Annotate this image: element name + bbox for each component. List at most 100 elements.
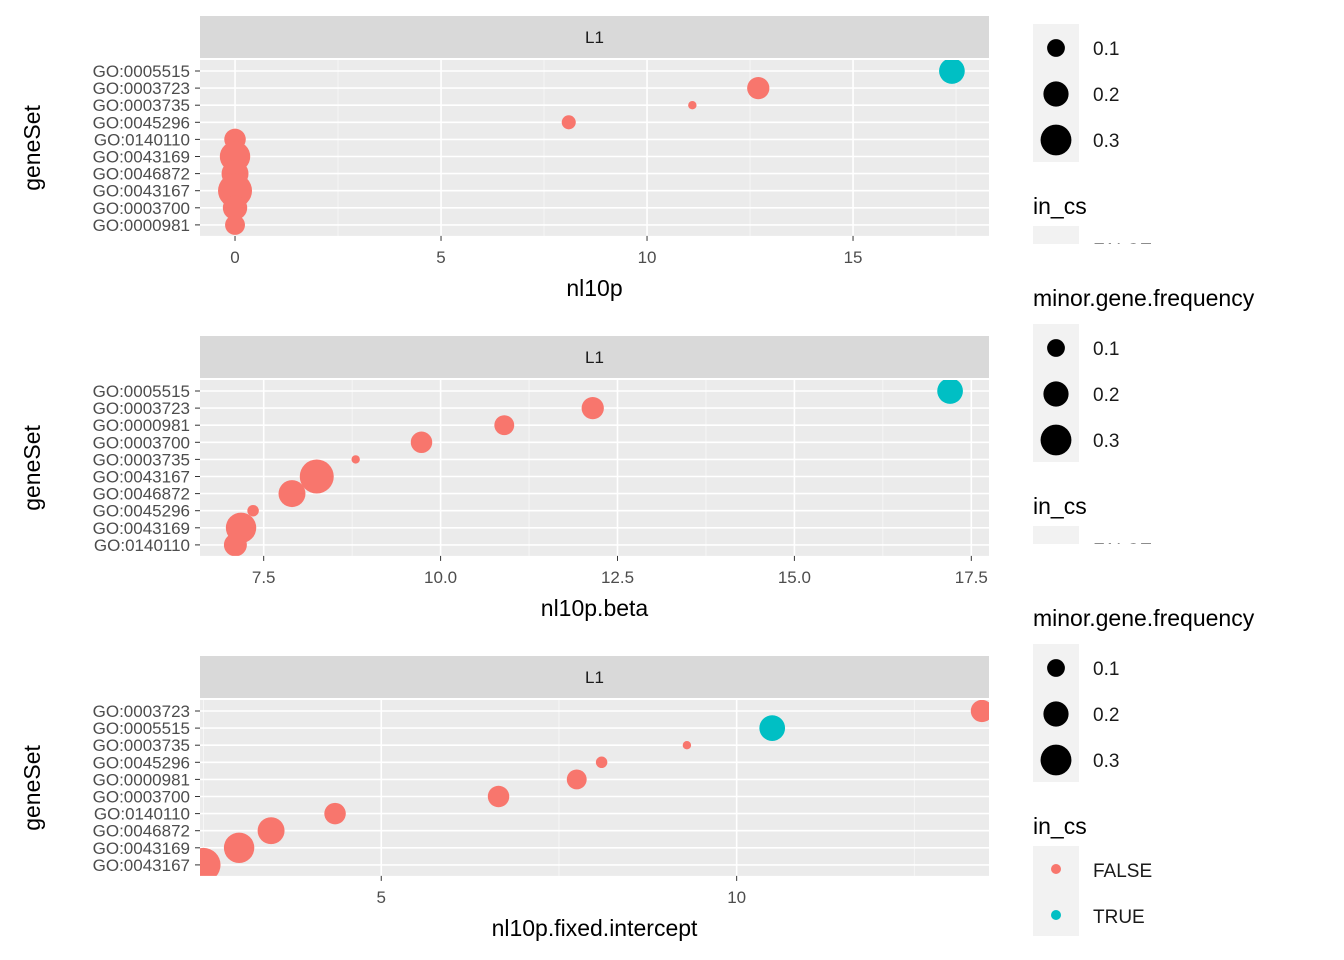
y-tick-label: GO:0003700 — [93, 433, 190, 452]
data-point — [223, 832, 255, 864]
y-axis-title: geneSet — [19, 745, 45, 831]
panel-background — [200, 60, 989, 236]
size-legend-point — [1047, 339, 1065, 357]
size-legend-point — [1040, 744, 1072, 776]
size-legend-title: minor.gene.frequency — [1033, 605, 1255, 631]
y-tick-label: GO:0043169 — [93, 839, 190, 858]
y-axis-title: geneSet — [19, 105, 45, 191]
y-tick-label: GO:0046872 — [93, 822, 190, 841]
x-tick-label: 5 — [377, 888, 386, 907]
color-legend-key — [1033, 526, 1079, 544]
x-tick-label: 10.0 — [424, 568, 457, 587]
y-tick-label: GO:0000981 — [93, 216, 190, 235]
facet-strip — [200, 336, 989, 378]
chart-2: L1GO:0005515GO:0003723GO:0000981GO:00037… — [19, 336, 989, 621]
size-legend-point — [1047, 659, 1065, 677]
x-tick-label: 5 — [436, 248, 445, 267]
facet-strip-label: L1 — [585, 28, 604, 47]
size-legend-point — [1043, 381, 1069, 407]
chart-1: L1 GO:0005515GO:0003723GO:0003735GO:00452… — [19, 16, 989, 301]
data-point — [487, 785, 510, 808]
color-legend-title: in_cs — [1033, 813, 1087, 839]
data-point — [581, 396, 604, 420]
size-legend-point — [1047, 39, 1065, 57]
data-point — [937, 380, 963, 404]
data-point — [200, 847, 221, 876]
y-tick-label: GO:0046872 — [93, 165, 190, 184]
color-legend-point — [1051, 544, 1061, 554]
y-tick-label: GO:0003700 — [93, 788, 190, 807]
color-legend-point — [1051, 864, 1061, 874]
legend-3: minor.gene.frequency 0.1 0.2 0.3 in_cs FALSE T… — [1033, 605, 1255, 936]
y-tick-label: GO:0003723 — [93, 702, 190, 721]
legend-2: minor.gene.frequency 0.1 0.2 0.3 in_cs FALSE — [1033, 285, 1255, 554]
y-tick-label: GO:0005515 — [93, 382, 190, 401]
points-layer — [200, 700, 989, 876]
size-legend-label: 0.2 — [1093, 705, 1119, 726]
facet-strip-label: L1 — [585, 668, 604, 687]
data-point — [566, 769, 587, 790]
x-tick-label: 15 — [844, 248, 863, 267]
data-point — [970, 700, 989, 723]
x-tick-label: 0 — [230, 248, 239, 267]
data-point — [223, 533, 247, 556]
facet-strip — [200, 656, 989, 698]
size-legend-title: minor.gene.frequency — [1033, 285, 1255, 311]
color-legend-keys: FALSE — [1033, 226, 1152, 254]
size-legend-point — [1043, 81, 1069, 107]
x-tick-label: 10 — [638, 248, 657, 267]
y-tick-label: GO:0140110 — [94, 805, 190, 824]
y-tick-label: GO:0043167 — [93, 468, 190, 487]
size-legend-label: 0.3 — [1093, 751, 1119, 772]
data-point — [595, 756, 608, 769]
points-layer — [223, 380, 963, 556]
data-point — [247, 504, 259, 517]
y-tick-label: GO:0005515 — [93, 719, 190, 738]
data-point — [351, 455, 360, 464]
y-tick-label: GO:0005515 — [93, 62, 190, 81]
size-legend-label: 0.3 — [1093, 431, 1119, 452]
data-point — [324, 802, 346, 825]
y-tick-label: GO:0003723 — [93, 79, 190, 98]
points-layer — [218, 60, 965, 235]
facet-strip — [200, 16, 989, 58]
size-legend-point — [1040, 124, 1072, 156]
size-legend-point — [1040, 424, 1072, 456]
data-point — [410, 431, 433, 454]
data-point — [222, 195, 248, 220]
y-tick-label: GO:0140110 — [94, 536, 190, 555]
y-tick-label: GO:0046872 — [93, 485, 190, 504]
color-legend-keys: FALSE TRUE — [1033, 846, 1152, 936]
data-point — [494, 415, 515, 436]
data-point — [759, 715, 786, 741]
data-point — [299, 459, 334, 494]
data-point — [278, 480, 306, 508]
legend-1: 0.1 0.2 0.3 in_cs FALSE — [1033, 24, 1152, 254]
y-tick-label: GO:0045296 — [93, 502, 190, 521]
color-legend-label: TRUE — [1093, 907, 1145, 928]
data-point — [682, 741, 692, 750]
size-legend-label: 0.1 — [1093, 659, 1119, 680]
data-point — [257, 817, 285, 845]
y-tick-label: GO:0043167 — [93, 856, 190, 875]
y-tick-label: GO:0043169 — [93, 148, 190, 167]
size-legend-label: 0.3 — [1093, 131, 1119, 152]
data-point — [939, 60, 965, 84]
y-tick-label: GO:0043167 — [93, 182, 190, 201]
color-legend-title: in_cs — [1033, 193, 1087, 219]
color-legend-point — [1051, 244, 1061, 254]
data-point — [225, 214, 245, 235]
y-tick-label: GO:0003735 — [93, 450, 190, 469]
size-legend-label: 0.2 — [1093, 85, 1119, 106]
x-tick-label: 7.5 — [252, 568, 276, 587]
size-legend-label: 0.1 — [1093, 39, 1119, 60]
y-tick-label: GO:0045296 — [93, 753, 190, 772]
chart-3: L1 GO:0003723GO:0005515GO:0003735GO:00452… — [19, 656, 989, 941]
color-legend-label: FALSE — [1093, 861, 1152, 882]
facet-strip-label: L1 — [585, 348, 604, 367]
size-legend-label: 0.1 — [1093, 339, 1119, 360]
color-legend-title: in_cs — [1033, 493, 1087, 519]
x-axis-title: nl10p — [566, 275, 622, 301]
y-tick-label: GO:0045296 — [93, 113, 190, 132]
